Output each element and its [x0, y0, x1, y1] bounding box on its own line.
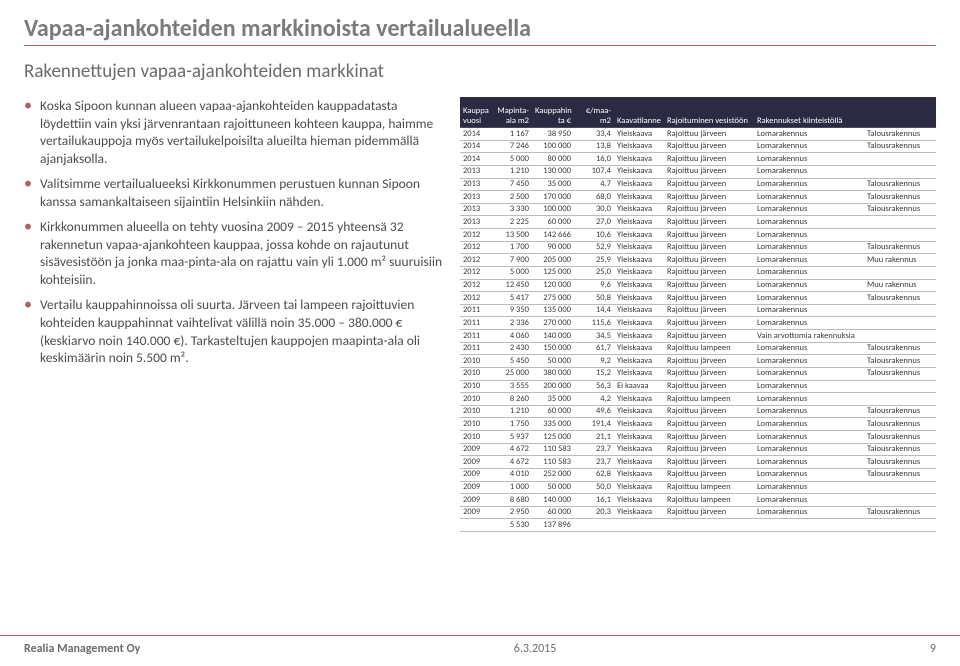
table-row: 20147 246100 00013,8YleiskaavaRajoittuu … [460, 140, 936, 153]
table-row: 20132 500170 00068,0YleiskaavaRajoittuu … [460, 191, 936, 204]
page-footer: Realia Management Oy 6.3.2015 9 [0, 635, 960, 656]
subtitle: Rakennettujen vapaa-ajankohteiden markki… [24, 60, 936, 83]
table-row: 20112 336270 000115,6YleiskaavaRajoittuu… [460, 317, 936, 330]
table-row: 20137 45035 0004,7YleiskaavaRajoittuu jä… [460, 178, 936, 191]
th-vesisto: Rajoituminen vesistöön [664, 97, 754, 128]
th-eur-m2: €/maa-m2 [574, 97, 614, 128]
table-row: 20133 330100 00030,0YleiskaavaRajoittuu … [460, 203, 936, 216]
table-row: 20121 70090 00052,9YleiskaavaRajoittuu j… [460, 241, 936, 254]
table-row: 20094 672110 58323,7YleiskaavaRajoittuu … [460, 443, 936, 456]
bullet-text: Vertailu kauppahinnoissa oli suurta. Jär… [40, 296, 448, 366]
table-row: 20119 350135 00014,4YleiskaavaRajoittuu … [460, 304, 936, 317]
data-table-wrap: Kauppavuosi Mapinta-ala m2 Kauppahinta €… [460, 97, 936, 532]
table-row: 20101 21060 00049,6YleiskaavaRajoittuu j… [460, 405, 936, 418]
table-row: 20105 937125 00021,1YleiskaavaRajoittuu … [460, 431, 936, 444]
table-row: 20132 22560 00027,0YleiskaavaRajoittuu j… [460, 216, 936, 229]
footer-company: Realia Management Oy [24, 642, 140, 656]
table-row: 20101 750335 000191,4YleiskaavaRajoittuu… [460, 418, 936, 431]
th-rakennukset: Rakennukset kiinteistöllä [754, 97, 936, 128]
page-title: Vapaa-ajankohteiden markkinoista vertail… [24, 14, 936, 43]
table-row: 20091 00050 00050,0YleiskaavaRajoittuu l… [460, 481, 936, 494]
bullet-item: •Koska Sipoon kunnan alueen vapaa-ajanko… [24, 97, 448, 167]
table-row: 20105 45050 0009,2YleiskaavaRajoittuu jä… [460, 355, 936, 368]
th-hinta: Kauppahinta € [532, 97, 574, 128]
table-row: 20125 000125 00025,0YleiskaavaRajoittuu … [460, 266, 936, 279]
title-divider [24, 45, 936, 46]
bullet-item: •Valitsimme vertailualueeksi Kirkkonumme… [24, 175, 448, 210]
table-row: 20141 16738 95033,4YleiskaavaRajoittuu j… [460, 128, 936, 141]
data-table: Kauppavuosi Mapinta-ala m2 Kauppahinta €… [460, 97, 936, 532]
footer-page: 9 [930, 642, 936, 656]
table-row: 20145 00080 00016,0YleiskaavaRajoittuu j… [460, 153, 936, 166]
bullet-item: •Kirkkonummen alueella on tehty vuosina … [24, 218, 448, 288]
th-kaava: Kaavatilanne [614, 97, 664, 128]
bullet-list: •Koska Sipoon kunnan alueen vapaa-ajanko… [24, 97, 448, 532]
table-row: 20103 555200 00056,3Ei kaavaaRajoittuu j… [460, 380, 936, 393]
table-row: 201025 000380 00015,2YleiskaavaRajoittuu… [460, 367, 936, 380]
bullet-text: Kirkkonummen alueella on tehty vuosina 2… [40, 218, 448, 288]
table-row: 201212 450120 0009,6YleiskaavaRajoittuu … [460, 279, 936, 292]
table-row: 20094 672110 58323,7YleiskaavaRajoittuu … [460, 456, 936, 469]
bullet-text: Valitsimme vertailualueeksi Kirkkonummen… [40, 175, 448, 210]
table-row: 20114 060140 00034,5YleiskaavaRajoittuu … [460, 330, 936, 343]
table-row: 201213 500142 66610,6YleiskaavaRajoittuu… [460, 229, 936, 242]
th-ala: Mapinta-ala m2 [492, 97, 532, 128]
table-row: 20127 900205 00025,9YleiskaavaRajoittuu … [460, 254, 936, 267]
table-row: 20131 210130 000107,4YleiskaavaRajoittuu… [460, 165, 936, 178]
footer-date: 6.3.2015 [514, 642, 557, 656]
table-row: 20098 680140 00016,1YleiskaavaRajoittuu … [460, 494, 936, 507]
table-row: 20092 95060 00020,3YleiskaavaRajoittuu j… [460, 506, 936, 519]
table-sum-row: 5 530137 896 [460, 519, 936, 532]
bullet-item: •Vertailu kauppahinnoissa oli suurta. Jä… [24, 296, 448, 366]
bullet-text: Koska Sipoon kunnan alueen vapaa-ajankoh… [40, 97, 448, 167]
table-row: 20108 26035 0004,2YleiskaavaRajoittuu la… [460, 393, 936, 406]
table-row: 20094 010252 00062,8YleiskaavaRajoittuu … [460, 468, 936, 481]
table-row: 20112 430150 00061,7YleiskaavaRajoittuu … [460, 342, 936, 355]
th-vuosi: Kauppavuosi [460, 97, 492, 128]
table-row: 20125 417275 00050,8YleiskaavaRajoittuu … [460, 292, 936, 305]
